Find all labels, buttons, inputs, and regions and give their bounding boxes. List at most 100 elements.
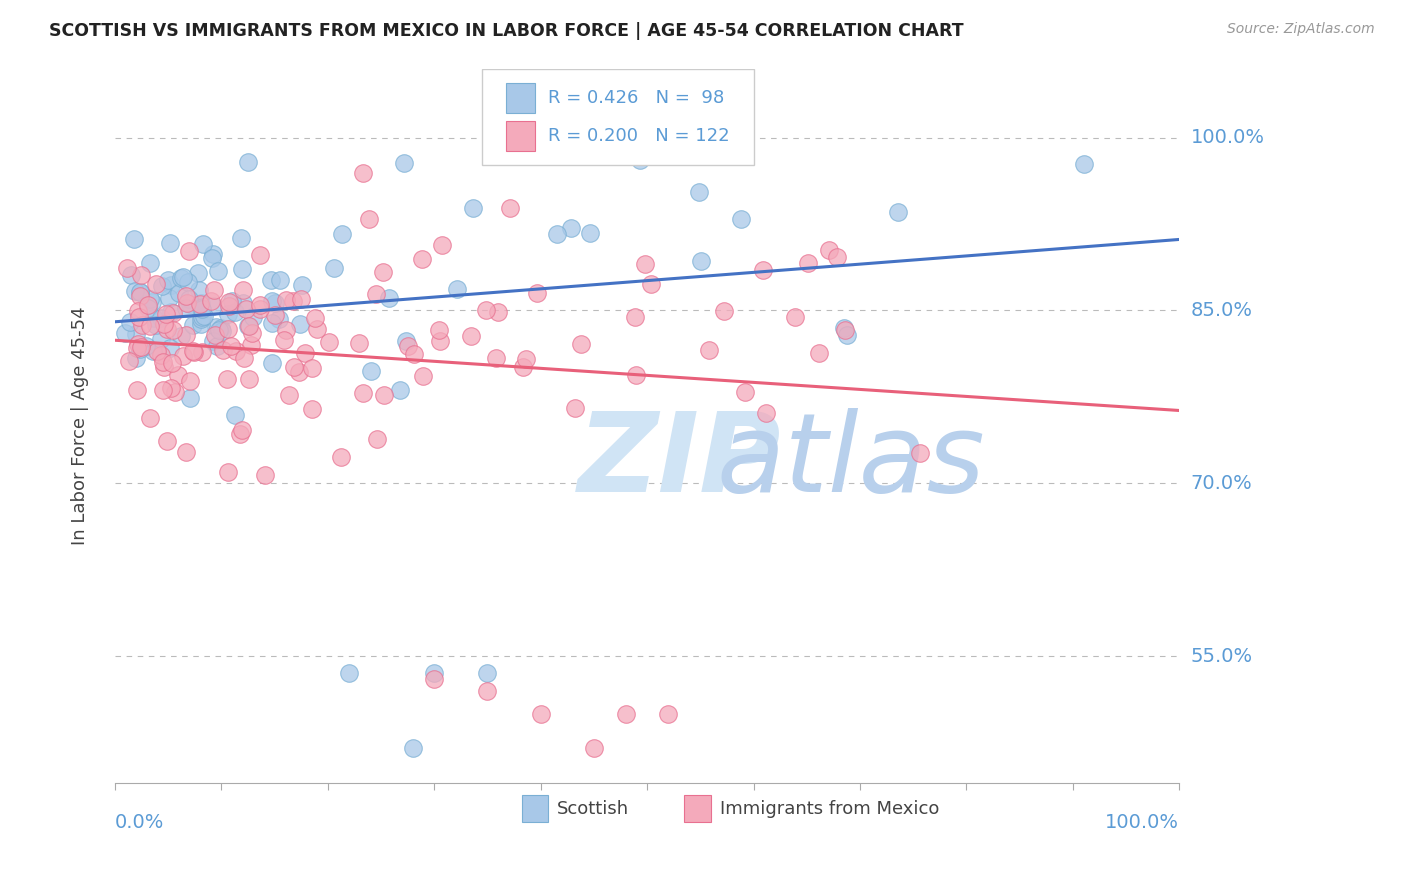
Point (127, 303, 149, 318)
Point (498, 133, 520, 147)
Point (160, 356, 183, 370)
Point (236, 318, 259, 333)
Point (657, 706, 679, 721)
Point (301, 402, 323, 417)
Point (236, 154, 259, 169)
Text: 100.0%: 100.0% (1105, 814, 1180, 832)
Point (170, 328, 193, 343)
Point (179, 391, 201, 405)
Point (530, 706, 553, 721)
Point (177, 292, 200, 306)
Point (127, 341, 149, 355)
Point (218, 295, 240, 310)
Point (217, 371, 239, 385)
Point (232, 284, 254, 298)
Point (318, 334, 340, 349)
Point (229, 231, 252, 245)
Point (183, 344, 205, 359)
Point (155, 307, 177, 321)
Point (232, 351, 254, 366)
Point (129, 268, 152, 282)
Point (329, 450, 352, 464)
Point (366, 287, 388, 301)
Point (170, 271, 193, 285)
Point (224, 409, 246, 423)
Point (118, 315, 141, 329)
Point (152, 383, 174, 397)
Point (172, 349, 194, 363)
Text: Source: ZipAtlas.com: Source: ZipAtlas.com (1227, 22, 1375, 37)
Point (146, 344, 169, 359)
Point (579, 226, 602, 240)
Point (188, 297, 211, 311)
Point (624, 310, 647, 324)
Point (217, 322, 239, 336)
Point (191, 310, 214, 325)
Point (201, 247, 224, 261)
Point (713, 304, 735, 318)
Point (231, 423, 253, 437)
Point (427, 323, 450, 337)
Point (624, 368, 647, 382)
Point (114, 326, 136, 340)
Point (153, 360, 176, 375)
Point (294, 346, 316, 360)
Point (755, 406, 778, 420)
Point (337, 666, 360, 681)
Point (209, 320, 232, 334)
Text: atlas: atlas (716, 408, 986, 515)
Point (160, 304, 183, 318)
Point (191, 236, 214, 251)
Point (172, 270, 194, 285)
Point (129, 285, 152, 299)
Point (174, 301, 197, 315)
Point (167, 368, 190, 383)
Point (305, 321, 328, 335)
Point (395, 334, 418, 348)
Text: R = 0.200   N = 122: R = 0.200 N = 122 (548, 127, 730, 145)
Point (224, 305, 246, 319)
Point (429, 334, 451, 348)
Point (360, 364, 382, 378)
Point (200, 294, 222, 309)
Point (156, 434, 179, 449)
Point (488, 305, 510, 319)
Point (460, 329, 482, 343)
Point (207, 323, 229, 337)
Point (240, 326, 263, 340)
Point (125, 327, 148, 342)
Point (273, 334, 295, 348)
Point (162, 305, 184, 319)
Point (125, 351, 148, 366)
Point (260, 273, 283, 287)
Point (290, 292, 312, 306)
Point (263, 296, 285, 310)
Point (582, 741, 605, 756)
Point (139, 319, 162, 334)
Point (179, 297, 201, 311)
Point (560, 221, 582, 235)
Point (423, 672, 446, 686)
Point (204, 328, 226, 343)
Point (276, 323, 298, 337)
Point (832, 321, 855, 335)
Point (330, 227, 353, 241)
Point (564, 401, 586, 415)
Point (359, 211, 381, 226)
Point (260, 356, 283, 370)
Point (221, 294, 243, 309)
Point (190, 301, 212, 315)
Point (136, 298, 159, 312)
Point (181, 318, 204, 333)
Point (352, 166, 374, 180)
Point (193, 309, 215, 323)
Point (396, 339, 419, 353)
Point (174, 328, 197, 343)
Point (176, 276, 198, 290)
Point (392, 156, 415, 170)
Point (150, 279, 173, 293)
Point (187, 266, 209, 280)
Text: ZIP: ZIP (578, 408, 782, 515)
Point (217, 307, 239, 321)
Point (217, 466, 239, 480)
